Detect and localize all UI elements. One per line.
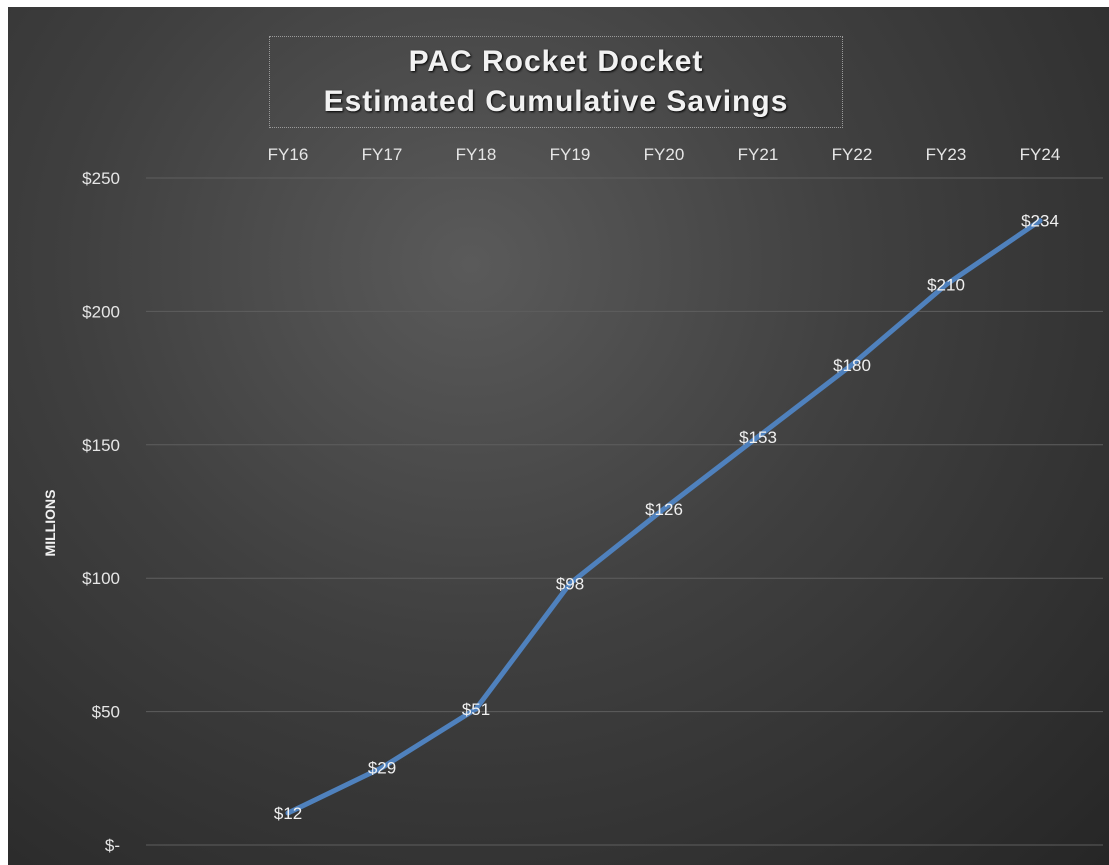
data-label: $12 [274,804,302,823]
y-axis-ticks: $- $50 $100 $150 $200 $250 [82,169,120,855]
data-labels: $12 $29 $51 $98 $126 $153 $180 $210 $234 [274,212,1059,823]
data-label: $180 [833,356,871,375]
chart-title: PAC Rocket Docket Estimated Cumulative S… [269,36,843,128]
x-category-label: FY21 [738,145,779,164]
chart-area: PAC Rocket Docket Estimated Cumulative S… [8,7,1109,865]
data-point [755,434,761,440]
chart-svg: $-$50$100$150$200$250 FY16 FY17 FY18 FY19 FY… [42,145,1103,855]
data-point [1037,218,1043,224]
data-point [473,706,479,712]
y-tick-label: $150 [82,436,120,455]
data-point [285,810,291,816]
y-axis-title: MILLIONS [42,490,58,557]
data-label: $98 [556,575,584,594]
x-axis-categories: FY16 FY17 FY18 FY19 FY20 FY21 FY22 FY23 FY24 [268,145,1061,164]
y-tick-label: $100 [82,569,120,588]
data-label: $126 [645,500,683,519]
data-label: $51 [462,700,490,719]
data-label: $210 [927,276,965,295]
y-tick-label: $200 [82,302,120,321]
y-tick-label: $- [105,836,120,855]
series-line-layer [285,218,1043,816]
chart-title-line-1: PAC Rocket Docket [408,45,704,78]
data-point [379,765,385,771]
data-label: $29 [368,759,396,778]
y-axis-title-group: MILLIONS [42,490,58,557]
data-point [567,581,573,587]
data-label: $234 [1021,212,1059,231]
x-category-label: FY19 [550,145,591,164]
data-point [849,362,855,368]
data-point [661,506,667,512]
data-label: $153 [739,428,777,447]
x-category-label: FY22 [832,145,873,164]
x-category-label: FY18 [456,145,497,164]
x-category-label: FY20 [644,145,685,164]
x-category-label: FY23 [926,145,967,164]
y-tick-label: $250 [82,169,120,188]
y-tick-label: $50 [92,703,120,722]
chart-title-line-2: Estimated Cumulative Savings [323,85,789,118]
data-point [943,282,949,288]
gridlines [146,177,1103,846]
x-category-label: FY16 [268,145,309,164]
x-category-label: FY17 [362,145,403,164]
x-category-label: FY24 [1020,145,1061,164]
